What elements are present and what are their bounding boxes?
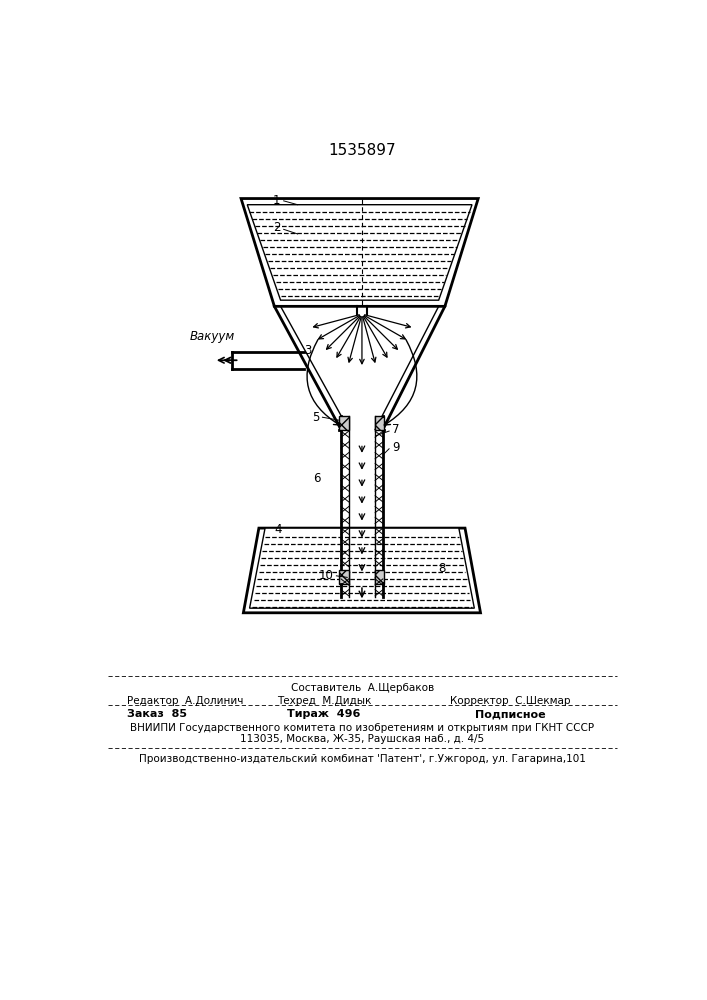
Text: 6: 6 bbox=[313, 472, 321, 485]
Bar bbox=[339, 570, 349, 584]
Polygon shape bbox=[247, 205, 472, 300]
Text: ВНИИПИ Государственного комитета по изобретениям и открытиям при ГКНТ СССР: ВНИИПИ Государственного комитета по изоб… bbox=[130, 723, 595, 733]
Polygon shape bbox=[250, 528, 474, 608]
Bar bbox=[375, 570, 385, 584]
Text: 2: 2 bbox=[273, 221, 281, 234]
Polygon shape bbox=[241, 199, 478, 306]
Text: Редактор  А.Долинич: Редактор А.Долинич bbox=[127, 696, 243, 706]
Text: Корректор  С.Шекмар: Корректор С.Шекмар bbox=[450, 696, 571, 706]
Text: 113035, Москва, Ж-35, Раушская наб., д. 4/5: 113035, Москва, Ж-35, Раушская наб., д. … bbox=[240, 734, 484, 744]
Text: Заказ  85: Заказ 85 bbox=[127, 709, 187, 719]
Text: 8: 8 bbox=[438, 562, 446, 575]
Text: 4: 4 bbox=[274, 523, 282, 536]
Text: 5: 5 bbox=[312, 411, 320, 424]
Polygon shape bbox=[243, 528, 481, 613]
Text: Производственно-издательский комбинат 'Патент', г.Ужгород, ул. Гагарина,101: Производственно-издательский комбинат 'П… bbox=[139, 754, 586, 764]
Bar bbox=[375, 416, 385, 430]
Text: Составитель  А.Щербаков: Составитель А.Щербаков bbox=[291, 683, 434, 693]
Text: Техред  М.Дидык: Техред М.Дидык bbox=[277, 696, 371, 706]
Text: 3: 3 bbox=[304, 344, 312, 358]
Text: Тираж  496: Тираж 496 bbox=[287, 709, 361, 719]
Text: 9: 9 bbox=[392, 441, 399, 454]
Text: 1: 1 bbox=[273, 194, 281, 207]
Text: Подписное: Подписное bbox=[475, 709, 546, 719]
Text: 10: 10 bbox=[318, 569, 333, 582]
Text: 7: 7 bbox=[392, 423, 399, 436]
Text: Вакуум: Вакуум bbox=[189, 330, 235, 343]
Bar bbox=[339, 416, 349, 430]
Text: 1535897: 1535897 bbox=[328, 143, 396, 158]
